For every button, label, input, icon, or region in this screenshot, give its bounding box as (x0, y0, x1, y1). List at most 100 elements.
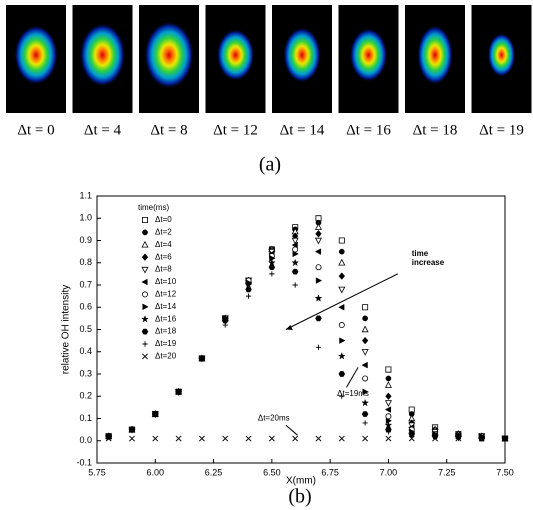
data-point (432, 435, 438, 442)
y-tick-label: 0.3 (79, 368, 92, 378)
data-point (291, 241, 298, 249)
flame-glow (349, 28, 388, 82)
legend-marker (141, 253, 149, 261)
annotation-arrow (346, 367, 359, 388)
data-point (291, 237, 299, 245)
annotation-arrowhead (285, 325, 293, 330)
legend-label: Δt=20 (155, 352, 177, 361)
data-point (478, 435, 485, 442)
legend-label: Δt=14 (155, 302, 177, 311)
x-tick-label: 7.50 (496, 467, 514, 477)
caption: (b) (288, 486, 311, 508)
data-point (315, 435, 322, 442)
legend-marker (141, 278, 148, 286)
data-point (244, 280, 253, 289)
data-point (384, 400, 392, 407)
data-point (245, 286, 252, 293)
y-tick-label: 0.1 (79, 413, 92, 423)
data-point (384, 381, 392, 388)
data-point (315, 277, 323, 284)
annotation: Δt=19ms (337, 389, 369, 398)
x-axis-label: X(mm) (286, 476, 316, 487)
data-point (268, 435, 275, 442)
data-point (338, 371, 346, 377)
data-point (384, 420, 393, 429)
caption: (a) (259, 154, 281, 176)
data-point (222, 435, 229, 442)
data-point (269, 271, 275, 277)
y-tick-label: 0.4 (79, 346, 92, 356)
data-point (502, 435, 508, 442)
data-point (292, 250, 299, 258)
image-label: Δt = 19 (479, 122, 524, 138)
data-point (338, 272, 346, 280)
data-point (315, 344, 322, 350)
legend-marker (142, 229, 148, 236)
x-tick-label: 6.75 (321, 467, 339, 477)
data-point (339, 393, 345, 399)
data-point (385, 375, 392, 382)
data-point (361, 398, 370, 407)
y-tick-label: 0.2 (79, 391, 92, 401)
flame-glow (487, 33, 516, 77)
y-axis-label: relative OH intensity (61, 285, 72, 374)
legend-label: Δt=0 (155, 215, 172, 224)
data-point (338, 303, 345, 311)
data-point (338, 286, 346, 294)
image-label: Δt = 8 (150, 122, 187, 138)
flame-glow (144, 21, 194, 89)
annotation: time (412, 249, 429, 258)
data-point (338, 435, 345, 442)
data-point (152, 411, 158, 417)
data-point (152, 435, 159, 442)
data-point (268, 264, 276, 271)
data-point (337, 352, 346, 360)
data-point (338, 258, 346, 266)
x-tick-label: 6.00 (147, 467, 165, 477)
annotation-arrow (285, 424, 298, 436)
data-point (408, 406, 415, 413)
data-point (385, 429, 392, 435)
data-point (361, 349, 369, 356)
flame-glow (417, 25, 453, 85)
legend-marker (141, 315, 149, 323)
legend-marker (142, 353, 148, 360)
data-point (199, 355, 205, 362)
data-point (314, 223, 322, 230)
data-point (384, 406, 392, 413)
y-tick-label: 1.0 (79, 213, 92, 223)
image-label: Δt = 4 (84, 122, 122, 138)
y-tick-label: 0.9 (79, 235, 92, 245)
y-tick-label: 0.6 (79, 302, 92, 312)
y-tick-label: 0.0 (79, 435, 92, 445)
y-tick-label: 0.7 (79, 279, 92, 289)
data-point (362, 375, 369, 382)
data-point (245, 293, 252, 299)
y-tick-label: 1.1 (79, 190, 92, 200)
data-point (314, 248, 322, 255)
legend-marker (142, 303, 149, 311)
data-point (455, 435, 462, 442)
x-tick-label: 6.50 (263, 467, 281, 477)
legend-marker (141, 240, 149, 248)
data-point (315, 230, 322, 238)
legend-label: Δt=4 (155, 240, 172, 249)
data-point (362, 420, 368, 426)
image-label: Δt = 12 (213, 122, 258, 138)
legend-title: time(ms) (138, 203, 169, 212)
data-point (129, 435, 135, 442)
data-point (291, 258, 300, 267)
data-point (291, 268, 299, 275)
legend-label: Δt=16 (155, 314, 177, 323)
x-tick-label: 7.00 (380, 467, 398, 477)
data-point (105, 435, 112, 442)
data-point (385, 417, 393, 425)
image-label: Δt = 14 (280, 122, 325, 138)
legend-label: Δt=18 (155, 327, 177, 336)
legend-marker (142, 217, 148, 223)
data-point (221, 317, 229, 324)
flame-glow (14, 25, 58, 85)
data-point (198, 435, 205, 442)
data-point (362, 388, 369, 396)
legend-marker (141, 291, 148, 298)
